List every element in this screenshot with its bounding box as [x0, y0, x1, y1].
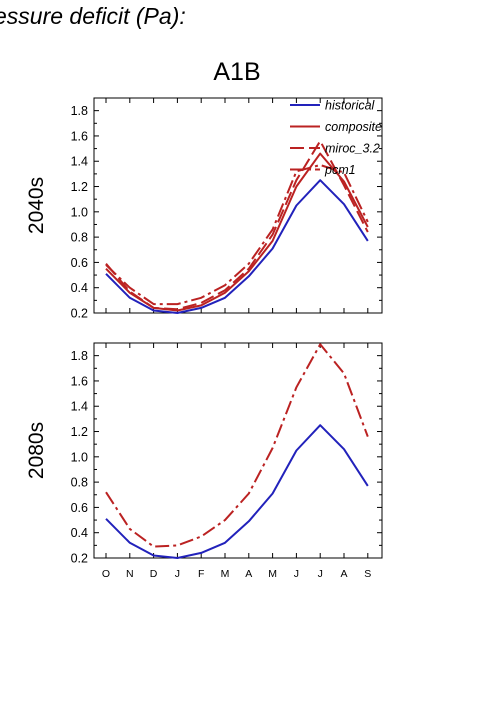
y-tick-label: 0.4: [71, 281, 88, 295]
plot-frame: [93, 97, 383, 314]
y-tick-label: 1.6: [71, 374, 88, 388]
y-tick-label: 1.0: [71, 205, 88, 219]
series-line-historical: [105, 424, 369, 559]
y-tick-label: 1.2: [71, 180, 88, 194]
legend-entry: miroc_3.2: [325, 142, 380, 156]
panels: 0.2 0.4 0.6 0.8 1.0 1.2 1.4 1.6 1.8 2040s historic…: [25, 97, 383, 580]
series-line-miroc-3-2: [105, 140, 369, 311]
legend-entry: composite: [325, 120, 382, 134]
x-tick-label: D: [150, 568, 158, 580]
y-tick-label: 0.6: [71, 256, 88, 270]
x-tick-label: M: [221, 568, 230, 580]
series-line-projection: [105, 343, 369, 548]
row-label: 2040s: [25, 177, 48, 234]
x-tick-label: N: [126, 568, 134, 580]
x-tick-label: J: [294, 568, 299, 580]
y-tick-label: 0.4: [71, 526, 88, 540]
y-tick-label: 1.8: [71, 104, 88, 118]
page-title: essure deficit (Pa):: [0, 3, 186, 29]
y-tick-label: 1.4: [71, 400, 88, 414]
panel-1: 0.2 0.4 0.6 0.8 1.0 1.2 1.4 1.6 1.8 O N D J F M A M J J A S 2…: [25, 342, 383, 580]
y-tick-label: 1.8: [71, 349, 88, 363]
series-line-pcm1: [105, 164, 369, 306]
y-tick-label: 0.6: [71, 501, 88, 515]
y-tick-label: 0.2: [71, 552, 88, 566]
y-tick-label: 0.8: [71, 231, 88, 245]
panel-title: A1B: [213, 58, 260, 86]
y-tick-label: 1.6: [71, 129, 88, 143]
plot-frame: [93, 342, 383, 559]
y-tick-label: 0.8: [71, 476, 88, 490]
y-tick-label: 1.2: [71, 425, 88, 439]
x-tick-label: S: [364, 568, 371, 580]
x-tick-label: A: [245, 568, 252, 580]
y-tick-label: 0.2: [71, 307, 88, 321]
x-tick-label: J: [175, 568, 180, 580]
y-tick-label: 1.0: [71, 450, 88, 464]
y-tick-label: 1.4: [71, 155, 88, 169]
legend-entry: historical: [325, 99, 376, 113]
x-tick-label: A: [340, 568, 347, 580]
x-tick-label: J: [318, 568, 323, 580]
legend-entry: pcm1: [324, 163, 356, 177]
x-tick-label: O: [102, 568, 110, 580]
series-line-historical: [105, 179, 369, 314]
x-tick-label: M: [268, 568, 277, 580]
row-label: 2080s: [25, 422, 48, 479]
x-tick-label: F: [198, 568, 204, 580]
panel-0: 0.2 0.4 0.6 0.8 1.0 1.2 1.4 1.6 1.8 2040s historic…: [25, 97, 383, 321]
